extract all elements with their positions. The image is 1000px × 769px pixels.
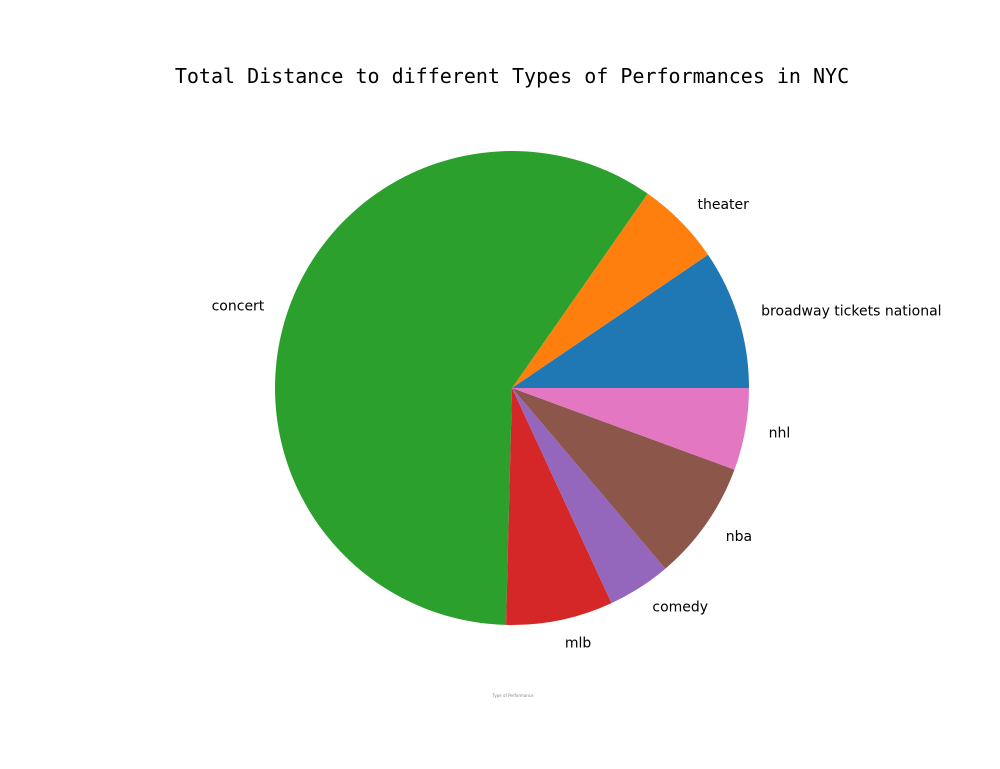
pie-label-broadway-tickets-national: broadway tickets national (761, 303, 941, 319)
x-axis-label: Type of Performance (492, 693, 534, 698)
pie-slice-broadway-tickets-national (512, 254, 749, 388)
pie-label-nhl: nhl (769, 426, 791, 442)
pie-label-theater: theater (697, 197, 749, 213)
pie-slice-comedy (512, 388, 666, 604)
pie-label-concert: concert (212, 299, 265, 315)
pie-slice-nba (512, 388, 735, 569)
pie-labels: broadway tickets national theater concert m… (212, 197, 942, 651)
pie-slice-concert (274, 150, 648, 625)
pie-slice-mlb (506, 388, 612, 625)
pie-slice-theater (512, 193, 709, 388)
chart-title: Total Distance to different Types of Per… (174, 64, 850, 88)
pie-slice-nhl (512, 388, 749, 470)
pie-label-mlb: mlb (565, 635, 592, 651)
pie-slices (274, 150, 749, 625)
pie-label-comedy: comedy (652, 600, 708, 616)
pie-label-nba: nba (726, 529, 752, 545)
